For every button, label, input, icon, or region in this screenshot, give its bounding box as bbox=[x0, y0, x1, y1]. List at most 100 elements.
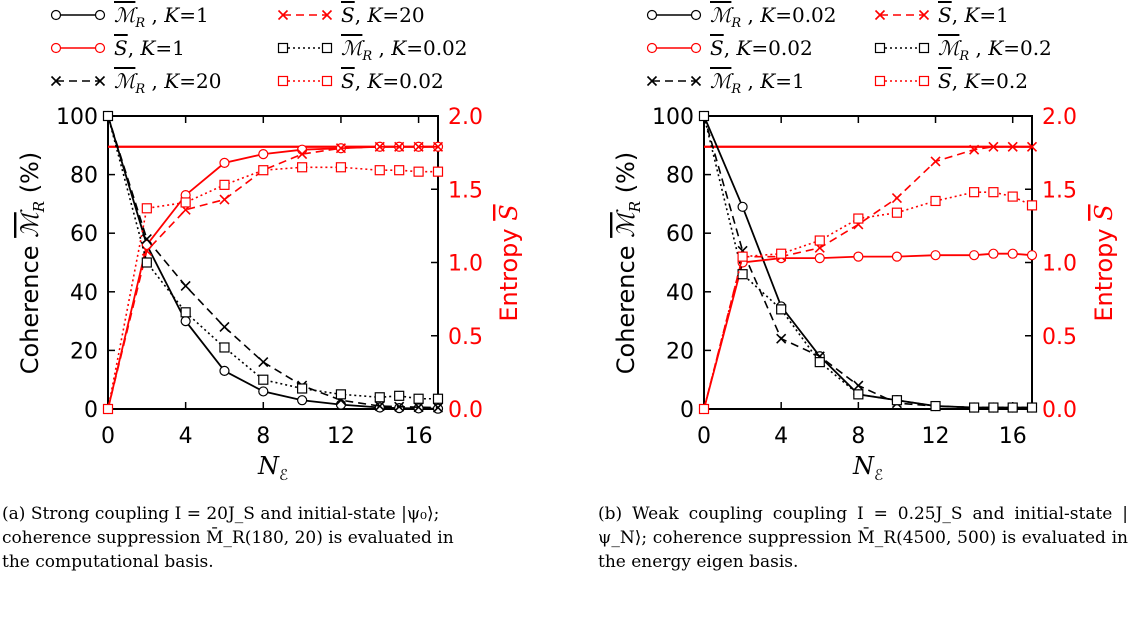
x-axis-label-b: Nℰ bbox=[852, 452, 883, 484]
series-4-point bbox=[432, 393, 444, 404]
legend-marker-end-4 bbox=[321, 42, 333, 54]
caption-b-label: (b) bbox=[598, 504, 623, 524]
x-axis-label-sub-a: ℰ bbox=[279, 466, 288, 484]
series-5-point bbox=[1007, 191, 1018, 202]
series-3-point bbox=[988, 141, 999, 152]
x-tick-label: 16 bbox=[405, 424, 433, 449]
legend-marker-end-3 bbox=[321, 9, 333, 21]
legend-marker-end-1 bbox=[690, 42, 702, 54]
legend-marker-start-3 bbox=[277, 9, 289, 21]
legend-marker-end-2 bbox=[690, 75, 702, 87]
series-0-point bbox=[432, 403, 444, 414]
series-line-2 bbox=[107, 115, 439, 409]
caption-b: (b) Weak coupling coupling I = 0.25J_S a… bbox=[598, 502, 1128, 574]
x-tick-label: 16 bbox=[999, 424, 1027, 449]
y-right-tick-label: 0.5 bbox=[1042, 325, 1077, 350]
legend-label-0: ℳR , K=1 bbox=[114, 3, 209, 31]
legend-a: ℳR , K=1 S, K=1 ℳR , K=20 S, K=20 ℳR , K=0.0… bbox=[50, 3, 468, 97]
legend-marker-start-5 bbox=[874, 75, 886, 87]
series-4-point bbox=[335, 389, 347, 400]
legend-marker-start-3 bbox=[874, 9, 886, 21]
series-3-point bbox=[141, 245, 152, 256]
legend-marker-end-0 bbox=[94, 9, 106, 21]
y-left-tick-label: 20 bbox=[70, 339, 98, 364]
y-left-tick-label: 100 bbox=[652, 105, 694, 130]
series-5-point bbox=[432, 166, 444, 177]
series-5-point bbox=[374, 165, 385, 176]
series-5-point bbox=[737, 251, 748, 262]
legend-label-4: ℳR , K=0.02 bbox=[341, 36, 468, 64]
series-4-point bbox=[853, 389, 864, 400]
caption-a-label: (a) bbox=[2, 504, 26, 524]
y-right-tick-label: 2.0 bbox=[1042, 105, 1077, 130]
series-1-point bbox=[930, 250, 941, 261]
legend-marker-start-4 bbox=[874, 42, 886, 54]
legend-marker-end-2 bbox=[94, 75, 106, 87]
series-2-point bbox=[432, 402, 444, 413]
series-2-point bbox=[219, 321, 230, 333]
legend-marker-end-5 bbox=[321, 75, 333, 87]
series-4-point bbox=[1007, 402, 1018, 413]
y-right-tick-label: 1.5 bbox=[448, 178, 483, 203]
series-5-point bbox=[814, 235, 825, 246]
series-2-point bbox=[141, 233, 152, 245]
y-left-tick-label: 20 bbox=[666, 339, 694, 364]
series-5-point bbox=[776, 248, 787, 259]
x-tick-label: 4 bbox=[179, 424, 193, 449]
series-5-point bbox=[698, 403, 710, 415]
legend-marker-end-5 bbox=[918, 75, 930, 87]
series-3-point bbox=[219, 194, 230, 205]
y-left-tick-label: 60 bbox=[666, 222, 694, 247]
y-left-tick-label: 80 bbox=[70, 164, 98, 189]
series-3-point bbox=[930, 156, 941, 167]
series-1-point bbox=[258, 148, 269, 160]
legend-marker-start-0 bbox=[50, 9, 62, 21]
x-tick-label: 8 bbox=[256, 424, 270, 449]
series-3-point bbox=[1007, 141, 1018, 152]
legend-marker-start-2 bbox=[50, 75, 62, 87]
series-0-point bbox=[219, 365, 230, 377]
series-3-point bbox=[297, 149, 308, 160]
series-5-point bbox=[1026, 200, 1038, 211]
y-axis-left-label-a: Coherence ℳR (%) bbox=[16, 152, 48, 374]
series-line-3 bbox=[703, 145, 1032, 410]
series-line-5 bbox=[703, 191, 1033, 410]
series-0-point bbox=[394, 403, 405, 414]
series-1-point bbox=[891, 251, 903, 262]
series-4-point bbox=[258, 374, 269, 385]
legend-marker-start-1 bbox=[646, 42, 658, 54]
series-4-point bbox=[930, 400, 941, 412]
series-line-3 bbox=[107, 145, 438, 410]
series-4-point bbox=[776, 304, 787, 315]
legend-label-4: ℳR , K=0.2 bbox=[938, 36, 1052, 64]
y-right-tick-label: 1.5 bbox=[1042, 178, 1077, 203]
y-left-tick-label: 40 bbox=[666, 281, 694, 306]
x-tick-label: 4 bbox=[774, 424, 788, 449]
series-3-point bbox=[374, 141, 385, 152]
series-line-4 bbox=[107, 115, 438, 400]
series-1-point bbox=[969, 250, 980, 261]
series-2-point bbox=[413, 402, 424, 413]
series-5-point bbox=[141, 203, 152, 214]
y-right-tick-label: 0.5 bbox=[448, 325, 483, 350]
series-2-point bbox=[394, 401, 405, 412]
series-4-point bbox=[969, 402, 980, 413]
x-axis-label-a: Nℰ bbox=[257, 452, 288, 484]
series-4-point bbox=[814, 357, 825, 368]
series-0-point bbox=[297, 395, 308, 406]
series-2-point bbox=[374, 401, 385, 412]
series-2-point bbox=[180, 280, 191, 292]
legend-marker-start-1 bbox=[50, 42, 62, 54]
series-5-point bbox=[853, 213, 864, 224]
legend-marker-start-4 bbox=[277, 42, 289, 54]
series-5-point bbox=[180, 197, 191, 208]
series-a bbox=[102, 110, 444, 415]
legend-marker-end-3 bbox=[918, 9, 930, 21]
series-4-point bbox=[1026, 402, 1038, 413]
series-4-point bbox=[180, 307, 191, 318]
legend-marker-end-4 bbox=[918, 42, 930, 54]
series-5-point bbox=[930, 195, 941, 207]
y-left-tick-label: 0 bbox=[680, 398, 694, 423]
series-0-point bbox=[374, 402, 385, 413]
series-line-1 bbox=[703, 252, 1033, 410]
